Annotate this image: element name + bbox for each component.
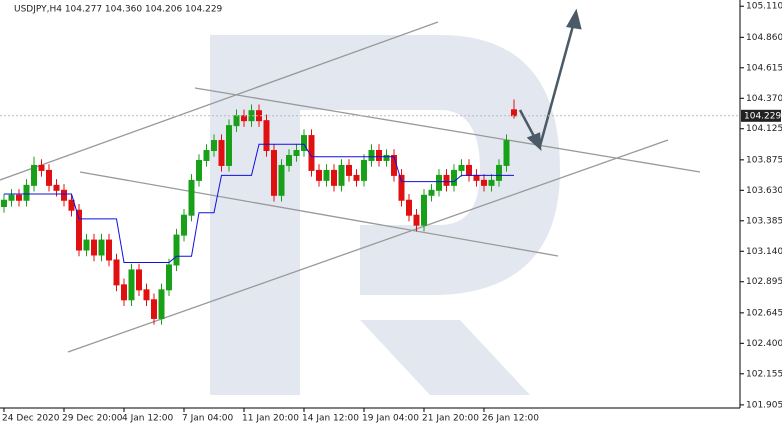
candle-body (76, 209, 82, 251)
candle-body (166, 264, 172, 291)
trend-lines (0, 21, 701, 353)
candle-body (196, 159, 202, 181)
candle-body (233, 115, 240, 127)
candle-body (173, 234, 180, 266)
y-tick-label: 103.875 (746, 155, 782, 165)
y-tick-label: 103.630 (746, 186, 782, 196)
y-tick-label: 102.400 (746, 339, 782, 349)
chart-title: USDJPY,H4 104.277 104.360 104.206 104.22… (14, 5, 223, 15)
indicator-line (4, 143, 514, 263)
candle-body (158, 289, 165, 319)
candle-body (38, 164, 45, 171)
candle-body (398, 174, 405, 201)
current-price-box (741, 109, 781, 122)
y-tick-label: 102.155 (746, 369, 782, 379)
x-tick-label: 24 Dec 2020 (2, 414, 60, 424)
x-tick-label: 21 Jan 20:00 (422, 414, 479, 424)
candle-body (181, 214, 187, 236)
candle-body (496, 164, 502, 181)
candle-body (8, 194, 15, 201)
x-tick-label: 29 Dec 20:00 (62, 414, 123, 424)
candle-body (188, 179, 195, 216)
candle-body (316, 169, 322, 181)
candle-body (466, 164, 472, 176)
candle-body (293, 150, 300, 156)
forecast-arrows (518, 8, 582, 152)
y-tick-label: 104.860 (746, 33, 782, 43)
x-tick-label: 4 Jan 12:00 (122, 414, 174, 424)
y-tick-label: 104.125 (746, 124, 782, 134)
x-tick-label: 11 Jan 20:00 (242, 414, 299, 424)
candle-body (31, 164, 37, 186)
candle-body (331, 169, 337, 186)
candle-body (443, 174, 450, 186)
y-tick-label: 103.140 (746, 247, 782, 257)
candle-body (383, 154, 390, 161)
candle-body (91, 239, 97, 256)
candle-body (241, 115, 247, 122)
x-tick-label: 14 Jan 12:00 (302, 414, 359, 424)
candle-body (128, 269, 135, 301)
candle-body (286, 154, 292, 166)
watermark (210, 35, 560, 395)
candle-body (98, 239, 105, 256)
candle-body (278, 164, 285, 196)
candle-body (436, 174, 442, 191)
candle-body (428, 189, 435, 196)
candle-body (203, 150, 210, 161)
candle-body (61, 189, 67, 201)
candle-body (271, 150, 277, 196)
candle-body (53, 184, 60, 191)
candle-body (16, 194, 22, 201)
candle-body (136, 269, 142, 291)
candle-body (368, 150, 375, 161)
y-tick-label: 105.110 (746, 2, 782, 12)
candle-body (481, 179, 487, 186)
candle-body (406, 199, 412, 216)
candle-body (376, 150, 382, 161)
current-price-label: 104.229 (744, 111, 781, 121)
candle-body (226, 125, 232, 166)
x-tick-label: 19 Jan 04:00 (362, 414, 419, 424)
y-tick-label: 101.905 (746, 400, 782, 410)
candle-body (488, 179, 495, 186)
candle-body (503, 140, 510, 166)
y-tick-label: 104.370 (746, 94, 782, 104)
x-tick-label: 7 Jan 04:00 (182, 414, 234, 424)
candle-body (83, 239, 90, 251)
candle-body (211, 140, 217, 152)
candle-body (301, 135, 307, 152)
y-tick-label: 104.615 (746, 63, 782, 73)
candle-body (106, 239, 112, 261)
y-tick-label: 102.645 (746, 308, 782, 318)
candle-body (46, 169, 52, 186)
x-tick-label: 26 Jan 12:00 (482, 414, 539, 424)
candle-body (391, 154, 397, 176)
candle-body (413, 214, 420, 226)
candle-body (421, 194, 427, 226)
candle-body (451, 169, 457, 186)
candle-body (218, 140, 225, 166)
candle-body (121, 284, 127, 301)
y-tick-label: 102.895 (746, 277, 782, 287)
candle-body (346, 164, 352, 176)
candle-body (113, 259, 120, 286)
candle-body (23, 184, 30, 201)
candle-body (1, 199, 7, 207)
candle-body (511, 109, 517, 117)
candle-body (353, 174, 360, 181)
candle-body (323, 169, 330, 181)
candle-body (143, 289, 150, 301)
candle-body (361, 159, 367, 181)
candle-body (263, 120, 270, 152)
candle-body (473, 174, 480, 181)
candle-body (68, 199, 75, 211)
candle-body (338, 164, 345, 186)
candle-body (458, 164, 465, 171)
y-tick-label: 103.385 (746, 216, 782, 226)
candle-body (151, 299, 157, 319)
